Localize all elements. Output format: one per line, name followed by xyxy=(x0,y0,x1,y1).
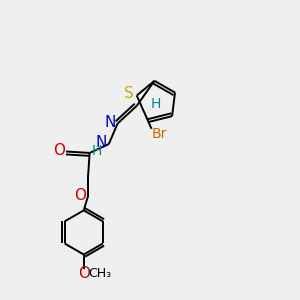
Text: O: O xyxy=(74,188,86,202)
Text: CH₃: CH₃ xyxy=(88,267,112,280)
Text: O: O xyxy=(53,143,65,158)
Text: O: O xyxy=(78,266,90,280)
Text: Br: Br xyxy=(152,127,167,141)
Text: N: N xyxy=(105,115,116,130)
Text: N: N xyxy=(96,135,107,150)
Text: S: S xyxy=(124,86,134,101)
Text: H: H xyxy=(92,144,102,158)
Text: H: H xyxy=(151,98,161,111)
